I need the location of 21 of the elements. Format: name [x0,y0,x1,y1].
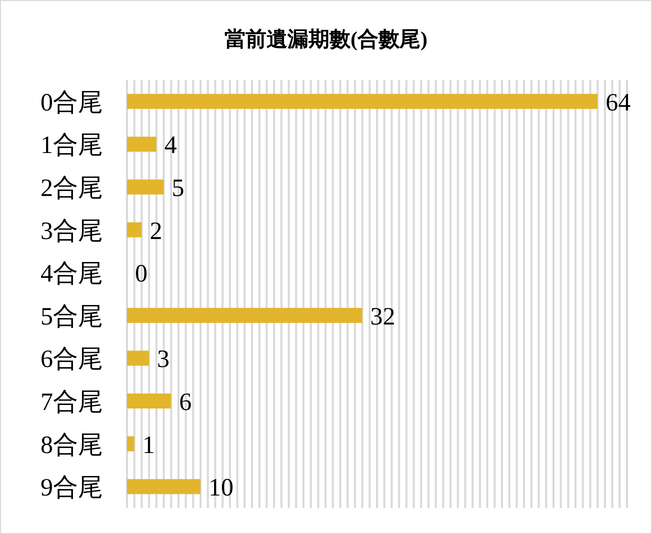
data-label: 32 [370,303,396,330]
y-tick-label: 8合尾 [40,432,103,459]
y-tick-label: 2合尾 [40,175,103,202]
y-tick-label: 4合尾 [40,260,103,288]
data-label: 3 [157,346,170,374]
y-tick-label: 7合尾 [40,389,103,416]
data-label: 10 [208,474,234,502]
y-tick-label: 5合尾 [40,303,103,330]
data-label: 1 [142,432,155,459]
data-label: 0 [135,260,148,288]
y-tick-label: 3合尾 [40,218,103,245]
chart-title: 當前遺漏期數(合數尾) [224,27,428,51]
y-tick-label: 9合尾 [40,474,103,502]
y-tick-label: 1合尾 [40,132,103,160]
data-label: 2 [150,218,162,245]
data-label: 4 [164,132,178,160]
data-label: 5 [172,175,184,202]
y-tick-label: 0合尾 [40,89,103,116]
y-tick-label: 6合尾 [40,346,103,374]
data-label: 64 [606,89,632,116]
data-label: 6 [179,389,192,416]
